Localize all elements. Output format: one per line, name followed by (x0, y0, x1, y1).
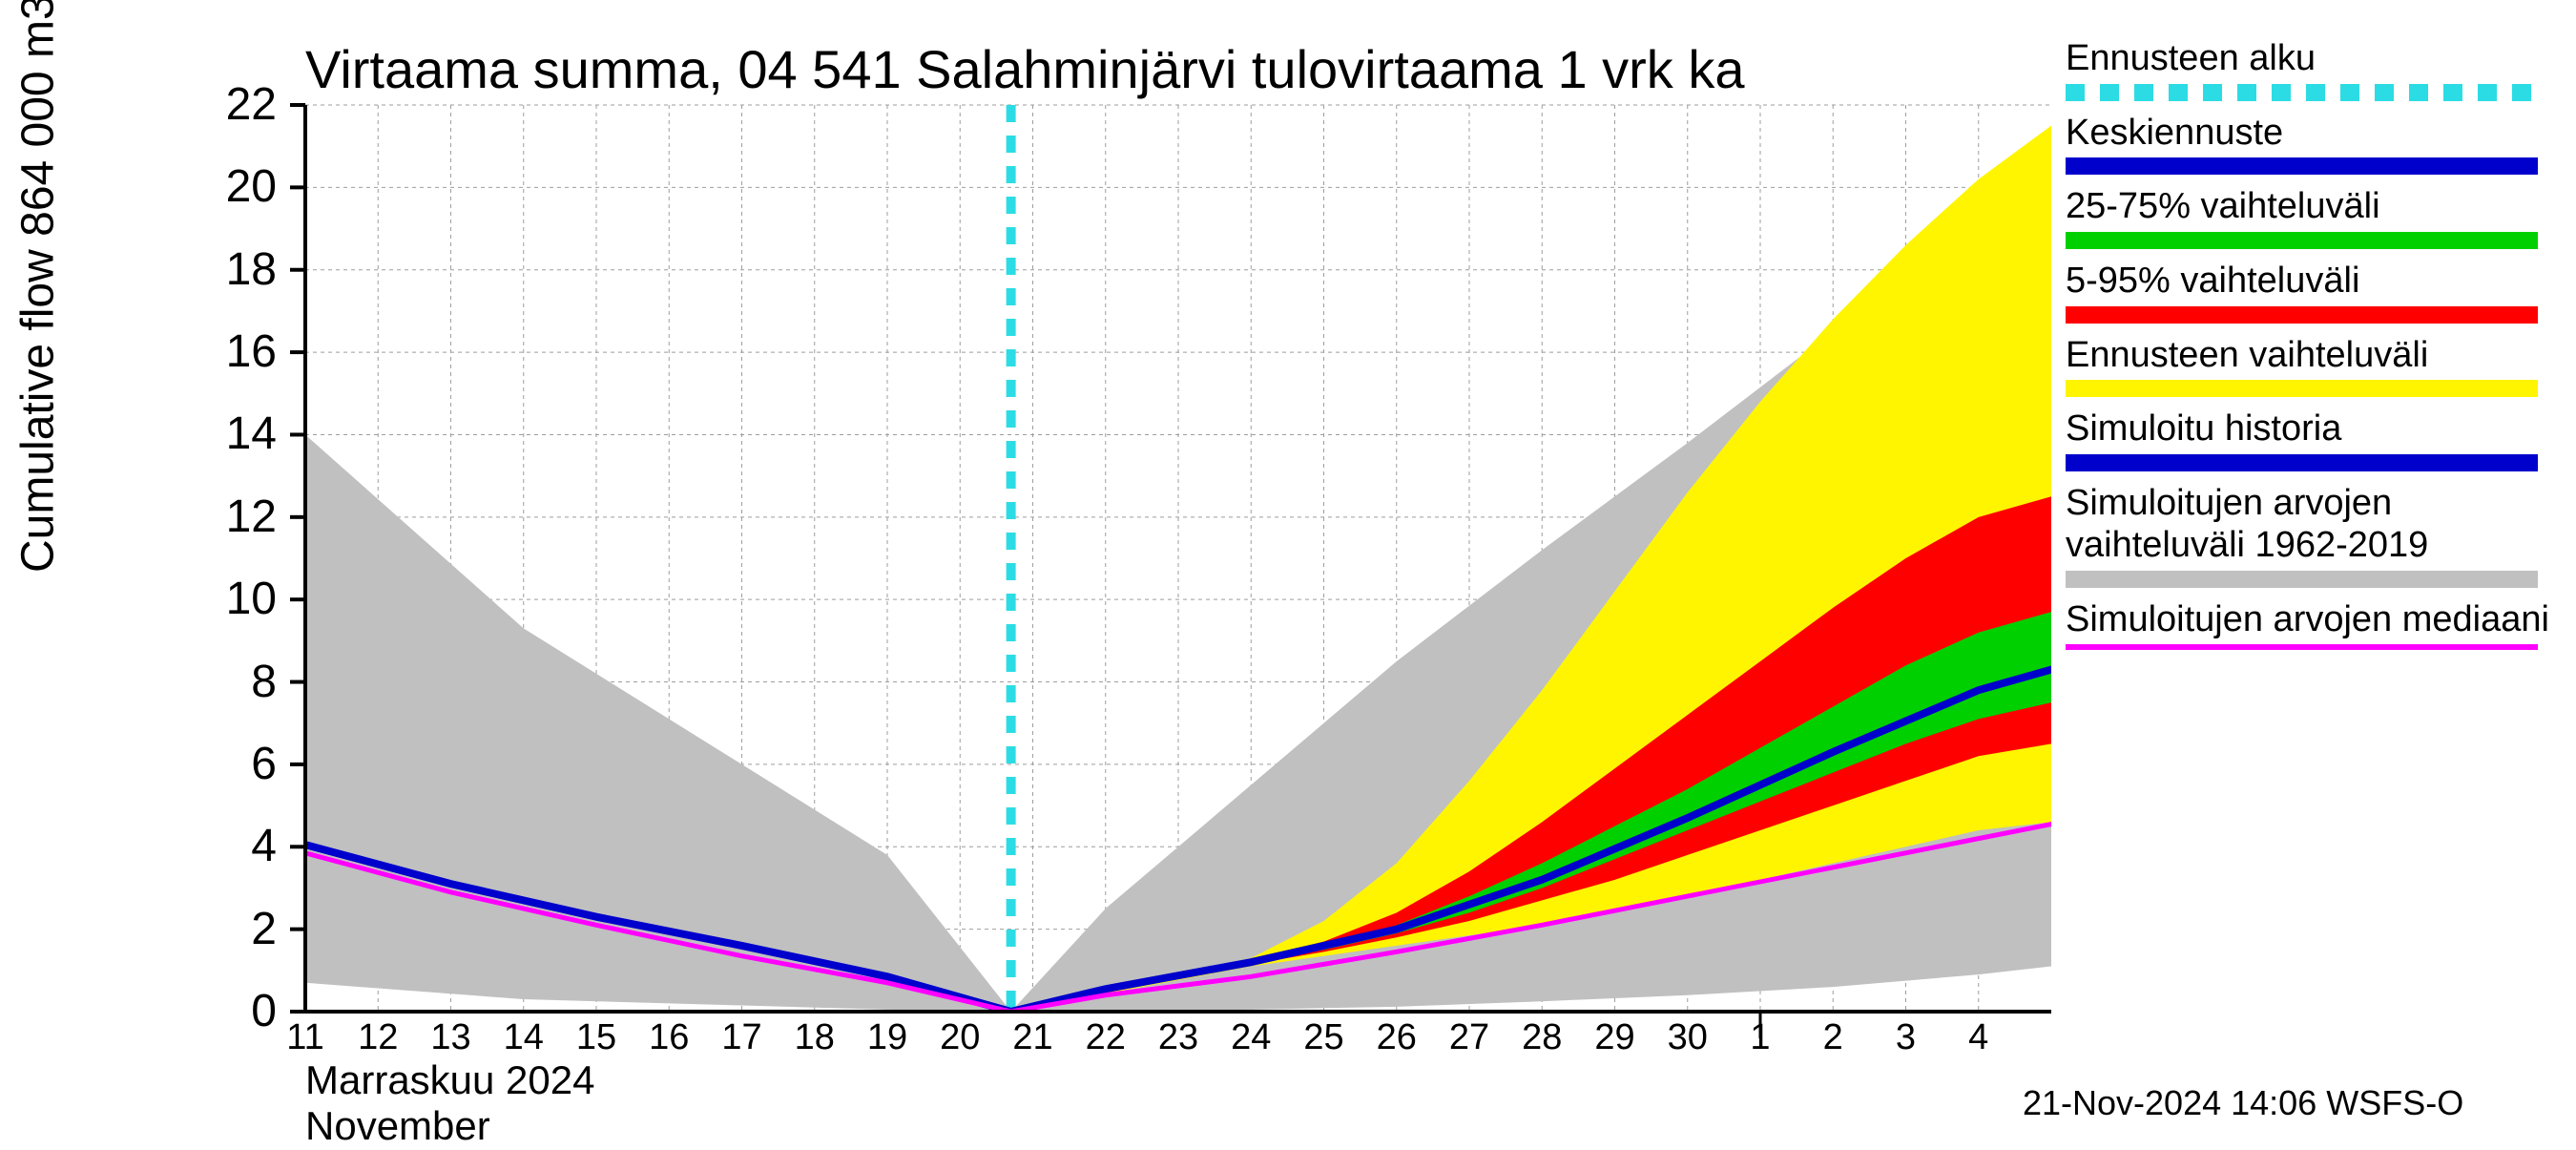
x-tick-label: 21 (1005, 1017, 1062, 1058)
x-tick-label: 28 (1513, 1017, 1570, 1058)
x-tick-label: 24 (1222, 1017, 1279, 1058)
legend-swatch (2066, 157, 2538, 175)
x-tick-label: 26 (1368, 1017, 1425, 1058)
y-tick-label: 14 (181, 408, 277, 460)
legend-label: Ennusteen alku (2066, 38, 2562, 80)
y-tick-label: 16 (181, 325, 277, 378)
y-tick-label: 18 (181, 243, 277, 296)
x-tick-label: 11 (277, 1017, 334, 1058)
legend-item: 5-95% vaihteluväli (2066, 261, 2562, 324)
legend-label: 5-95% vaihteluväli (2066, 261, 2562, 303)
y-tick-label: 12 (181, 491, 277, 543)
legend-swatch (2066, 571, 2538, 588)
y-tick-label: 8 (181, 656, 277, 708)
legend-item: Simuloitujen arvojen mediaani (2066, 599, 2562, 651)
legend-label: Simuloitu historia (2066, 408, 2562, 450)
legend-swatch (2066, 84, 2538, 101)
y-tick-label: 22 (181, 78, 277, 131)
legend-item: Simuloitu historia (2066, 408, 2562, 471)
legend-label: Simuloitujen arvojen mediaani (2066, 599, 2562, 641)
legend: Ennusteen alku Keskiennuste 25-75% vaihtel… (2066, 38, 2562, 661)
timestamp-label: 21-Nov-2024 14:06 WSFS-O (2023, 1083, 2463, 1123)
x-tick-label: 12 (349, 1017, 406, 1058)
legend-item: Keskiennuste (2066, 113, 2562, 176)
y-tick-label: 10 (181, 573, 277, 625)
x-tick-label: 18 (786, 1017, 843, 1058)
legend-swatch (2066, 644, 2538, 650)
legend-label: Simuloitujen arvojen vaihteluväli 1962-2… (2066, 483, 2562, 566)
month-label-en: November (305, 1103, 595, 1149)
x-tick-label: 27 (1441, 1017, 1498, 1058)
x-tick-label: 29 (1587, 1017, 1644, 1058)
legend-item: 25-75% vaihteluväli (2066, 186, 2562, 249)
legend-item: Simuloitujen arvojen vaihteluväli 1962-2… (2066, 483, 2562, 587)
x-tick-label: 13 (423, 1017, 480, 1058)
x-tick-label: 15 (568, 1017, 625, 1058)
y-tick-label: 2 (181, 903, 277, 955)
x-tick-label: 22 (1077, 1017, 1134, 1058)
legend-swatch (2066, 454, 2538, 471)
x-tick-label: 1 (1732, 1017, 1789, 1058)
x-tick-label: 19 (859, 1017, 916, 1058)
x-tick-label: 2 (1804, 1017, 1861, 1058)
x-tick-label: 14 (495, 1017, 552, 1058)
month-label-fi: Marraskuu 2024 (305, 1057, 595, 1103)
legend-item: Ennusteen vaihteluväli (2066, 335, 2562, 398)
legend-item: Ennusteen alku (2066, 38, 2562, 101)
legend-label: 25-75% vaihteluväli (2066, 186, 2562, 228)
y-tick-label: 4 (181, 820, 277, 872)
x-tick-label: 30 (1659, 1017, 1716, 1058)
legend-label: Keskiennuste (2066, 113, 2562, 155)
x-axis-label-block: Marraskuu 2024 November (305, 1057, 595, 1150)
x-tick-label: 16 (640, 1017, 697, 1058)
y-tick-label: 6 (181, 738, 277, 790)
x-tick-label: 23 (1150, 1017, 1207, 1058)
x-tick-label: 3 (1878, 1017, 1935, 1058)
legend-swatch (2066, 306, 2538, 324)
x-tick-label: 4 (1950, 1017, 2007, 1058)
x-tick-label: 20 (931, 1017, 988, 1058)
legend-label: Ennusteen vaihteluväli (2066, 335, 2562, 377)
x-tick-label: 17 (714, 1017, 771, 1058)
y-tick-label: 20 (181, 160, 277, 213)
chart-container: Virtaama summa, 04 541 Salahminjärvi tul… (0, 0, 2576, 1145)
legend-swatch (2066, 380, 2538, 397)
legend-swatch (2066, 232, 2538, 249)
x-tick-label: 25 (1296, 1017, 1353, 1058)
y-tick-label: 0 (181, 985, 277, 1037)
